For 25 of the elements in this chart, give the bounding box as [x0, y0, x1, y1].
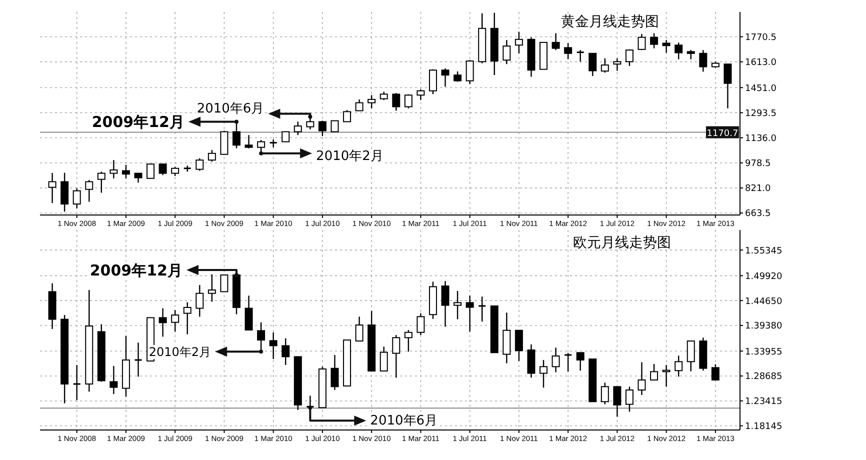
y-tick-label: 1.55345 — [745, 246, 782, 256]
y-tick-label: 1293.5 — [745, 108, 776, 119]
y-tick-label: 1.18145 — [745, 422, 782, 432]
y-tick-label: 1.49920 — [745, 272, 782, 282]
y-tick-label: 1.33955 — [745, 347, 782, 358]
annotation: 2010年6月 — [370, 413, 438, 428]
annotation: 2010年2月 — [148, 345, 212, 359]
y-tick-label: 821.0 — [745, 184, 772, 194]
y-tick-label: 1.23415 — [745, 397, 782, 408]
annotation: 2009年12月 — [92, 113, 184, 132]
annotation: 2010年6月 — [196, 101, 264, 116]
annotation: 2009年12月 — [90, 261, 182, 280]
y-tick-label: 1451.0 — [745, 84, 777, 94]
chart-title: 欧元月线走势图 — [573, 235, 671, 251]
y-tick-label: 663.5 — [745, 209, 771, 220]
y-tick-label: 1.44650 — [745, 296, 782, 307]
y-tick-label: 1.39380 — [745, 322, 782, 332]
ref-line-label: 1170.7 — [706, 128, 738, 139]
y-tick-label: 1.28685 — [745, 372, 782, 382]
y-tick-label: 1136.0 — [745, 134, 777, 144]
y-tick-label: 1613.0 — [745, 58, 777, 68]
y-tick-label: 978.5 — [745, 159, 771, 170]
annotation: 2010年2月 — [316, 149, 384, 164]
chart-title: 黄金月线走势图 — [561, 14, 659, 30]
y-tick-label: 1770.5 — [745, 32, 776, 43]
